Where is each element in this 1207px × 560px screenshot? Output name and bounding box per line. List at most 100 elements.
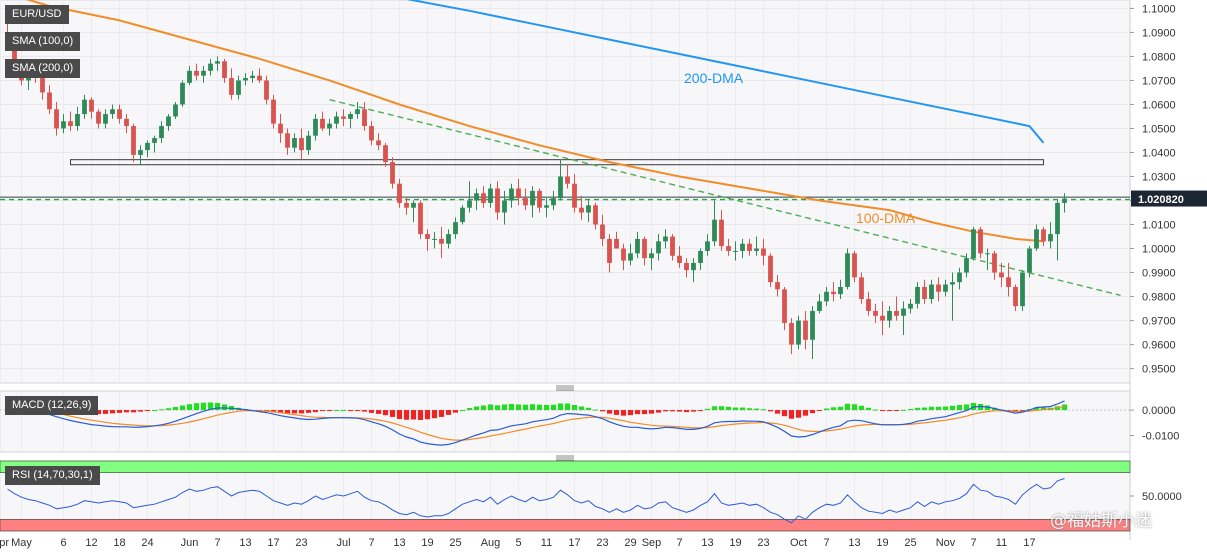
candle-body xyxy=(929,284,934,299)
macd-histogram-bar xyxy=(753,408,760,411)
watermark-logo: @福姑斯小迷 xyxy=(1050,511,1152,531)
macd-histogram-bar xyxy=(515,404,522,411)
candle-body xyxy=(68,121,73,127)
time-tick-label: Apr xyxy=(0,537,9,549)
macd-histogram-bar xyxy=(592,409,599,411)
descending-trendline xyxy=(329,98,1121,297)
candle-body xyxy=(712,219,717,242)
candle-body xyxy=(264,80,269,100)
macd-histogram-bar xyxy=(284,410,291,414)
price-tick-label: 0.9700 xyxy=(1142,316,1176,328)
macd-histogram-bar xyxy=(984,405,991,411)
time-tick-label: Jun xyxy=(181,537,199,549)
sma100-legend[interactable]: SMA (100,0) xyxy=(5,32,81,51)
candle-body xyxy=(1020,272,1025,307)
candle-body xyxy=(621,248,626,261)
macd-histogram-bar xyxy=(564,403,571,411)
macd-histogram-bar xyxy=(809,410,816,414)
resistance-zone-box xyxy=(70,159,1044,166)
price-tick-label: 1.0400 xyxy=(1142,147,1176,159)
macd-histogram-bar xyxy=(354,410,361,412)
candle-body xyxy=(565,176,570,184)
price-tick-label: 1.0100 xyxy=(1142,220,1176,232)
time-tick-label: 25 xyxy=(449,537,461,549)
candle-body xyxy=(1041,229,1046,242)
candle-body xyxy=(397,183,402,203)
macd-histogram-bar xyxy=(788,410,795,419)
candle-body xyxy=(551,198,556,206)
price-tick-label: 1.0900 xyxy=(1142,27,1176,39)
macd-line xyxy=(7,400,1065,446)
candle-body xyxy=(803,320,808,340)
macd-histogram-bar xyxy=(795,410,802,418)
candle-body xyxy=(306,135,311,151)
macd-histogram-bar xyxy=(130,410,137,413)
macd-panel xyxy=(0,390,1131,453)
candle-body xyxy=(733,250,738,252)
macd-histogram-bar xyxy=(704,408,711,411)
candle-body xyxy=(152,138,157,143)
time-tick-label: 7 xyxy=(970,537,976,549)
candle-body xyxy=(425,234,430,239)
macd-histogram-bar xyxy=(718,406,725,411)
candle-body xyxy=(467,200,472,208)
candle-body xyxy=(194,70,199,76)
candle-body xyxy=(922,286,927,299)
time-tick-label: 13 xyxy=(701,537,713,549)
macd-histogram-bar xyxy=(865,407,872,411)
candle-body xyxy=(75,114,80,127)
candle-body xyxy=(1034,229,1039,249)
macd-histogram-bar xyxy=(746,408,753,411)
macd-histogram-bar xyxy=(305,410,312,413)
candle-body xyxy=(446,234,451,244)
rsi-legend[interactable]: RSI (14,70,30,1) xyxy=(5,466,100,485)
macd-histogram-bar xyxy=(571,404,578,411)
macd-histogram-bar xyxy=(921,407,928,411)
macd-histogram-bar xyxy=(347,410,354,412)
macd-histogram-bar xyxy=(151,410,158,412)
rsi-oversold-zone xyxy=(0,519,1131,532)
macd-histogram-bar xyxy=(683,410,690,413)
macd-histogram-bar xyxy=(487,404,494,411)
macd-histogram-bar xyxy=(522,404,529,411)
candle-body xyxy=(159,126,164,139)
candle-body xyxy=(908,303,913,309)
candle-body xyxy=(54,109,59,129)
candle-body xyxy=(600,224,605,239)
macd-legend[interactable]: MACD (12,26,9) xyxy=(5,396,99,415)
candle-body xyxy=(334,116,339,124)
sma200-annotation: 200-DMA xyxy=(684,70,744,86)
candle-body xyxy=(754,248,759,251)
candle-body xyxy=(89,99,94,112)
candle-body xyxy=(530,190,535,206)
macd-histogram-bar xyxy=(319,410,326,412)
candle-body xyxy=(558,176,563,199)
sma200-legend[interactable]: SMA (200,0) xyxy=(5,59,81,78)
macd-histogram-bar xyxy=(144,410,151,412)
time-tick-label: Oct xyxy=(790,537,807,549)
candle-body xyxy=(1062,198,1067,203)
candle-body xyxy=(572,183,577,208)
candle-body xyxy=(327,123,332,129)
candle-body xyxy=(670,236,675,256)
candle-body xyxy=(488,188,493,203)
candle-body xyxy=(243,78,248,81)
macd-histogram-bar xyxy=(823,408,830,411)
macd-histogram-bar xyxy=(725,406,732,411)
price-tick-label: 0.9600 xyxy=(1142,340,1176,352)
macd-histogram-bar xyxy=(340,410,347,412)
macd-histogram-bar xyxy=(382,410,389,416)
time-tick-label: 7 xyxy=(214,537,220,549)
candle-body xyxy=(950,282,955,285)
price-tick-label: 1.1000 xyxy=(1142,3,1176,15)
macd-histogram-bar xyxy=(774,410,781,414)
symbol-legend[interactable]: EUR/USD xyxy=(5,5,69,24)
macd-histogram-bar xyxy=(431,410,438,419)
candle-body xyxy=(943,284,948,292)
macd-histogram-bar xyxy=(109,410,116,414)
candle-body xyxy=(131,126,136,155)
candle-body xyxy=(432,238,437,240)
candle-body xyxy=(726,246,731,251)
macd-tick-label: -0.0100 xyxy=(1142,430,1179,442)
macd-histogram-bar xyxy=(879,410,886,412)
